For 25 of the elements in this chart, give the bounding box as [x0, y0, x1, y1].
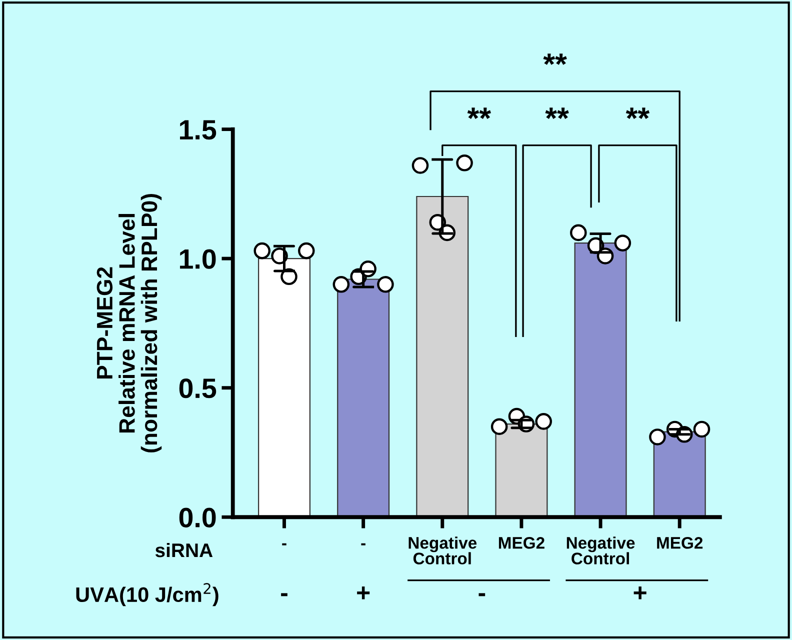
y-tick-label: 0.5 [179, 378, 216, 398]
x-tick-label: - [282, 543, 286, 546]
text: ** [543, 54, 567, 65]
x-tick-label: Negative Control [566, 536, 635, 564]
y-tick-label: 0.0 [179, 508, 216, 528]
text: ** [626, 108, 650, 119]
x-tick-label: MEG2 [657, 537, 703, 549]
text: - [281, 593, 288, 596]
bar [495, 423, 548, 518]
text: ** [545, 108, 569, 119]
x-axis-title: siRNA [155, 542, 213, 558]
x-tick-label: Negative Control [408, 536, 477, 564]
text: + [357, 586, 370, 600]
y-axis-title: PTP-MEG2 Relative mRNA Level (normalized with RPLP0) [96, 194, 162, 452]
text: UVA(10 J/cm$^{2}$) [76, 583, 218, 606]
bar [337, 278, 390, 518]
text: + [634, 586, 646, 600]
bar [574, 242, 627, 518]
bar [416, 196, 469, 518]
text: ** [467, 108, 492, 119]
x-tick-label: MEG2 [498, 537, 544, 549]
x-tick-label: - [361, 543, 366, 546]
y-tick-label: 1.0 [180, 249, 216, 269]
text: - [478, 593, 486, 596]
y-tick-label: 1.5 [180, 120, 216, 140]
